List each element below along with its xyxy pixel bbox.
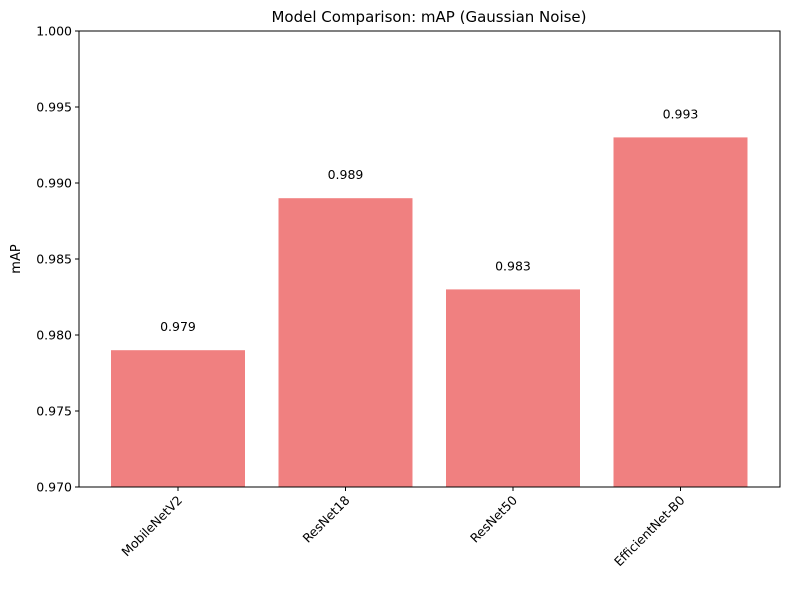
y-tick-label-4: 0.985 [36, 252, 72, 267]
data-label-3: 0.983 [495, 258, 531, 273]
data-label-4: 0.993 [663, 106, 699, 121]
chart-title: Model Comparison: mAP (Gaussian Noise) [271, 8, 586, 26]
x-tick-label-1: MobileNetV2 [118, 493, 185, 560]
y-axis-label: mAP [9, 244, 24, 274]
data-label-2: 0.989 [328, 167, 364, 182]
bar-2 [278, 198, 413, 487]
bar-1 [111, 350, 245, 487]
y-tick-label-6: 0.995 [36, 100, 72, 115]
y-tick-label-2: 0.975 [36, 404, 72, 419]
y-tick-label-5: 0.990 [36, 176, 72, 191]
bar-4 [613, 137, 748, 487]
y-tick-label-1: 0.970 [36, 480, 72, 495]
x-tick-label-4: EfficientNet-B0 [611, 492, 688, 569]
bar-3 [446, 289, 580, 487]
y-tick-label-7: 1.000 [36, 24, 72, 39]
plot-frame [78, 30, 781, 488]
x-tick-label-2: ResNet18 [299, 492, 352, 545]
data-label-1: 0.979 [160, 319, 196, 334]
y-tick-label-3: 0.980 [36, 328, 72, 343]
plot-area: 0.979 0.989 0.983 0.993 MobileNetV2 ResNet18 R… [36, 24, 781, 569]
x-tick-label-3: ResNet50 [467, 492, 520, 545]
